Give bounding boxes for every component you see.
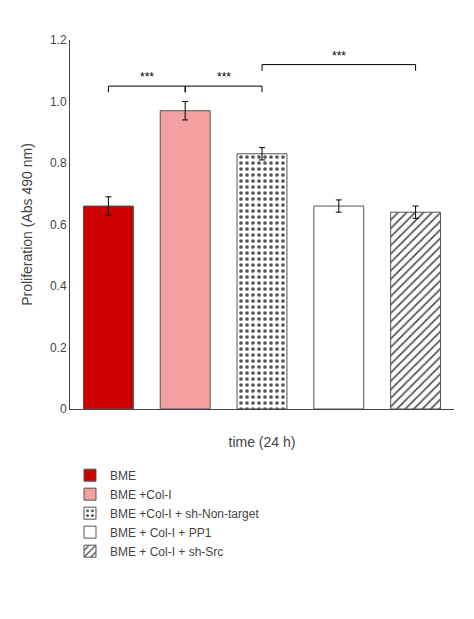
svg-text:***: *** <box>140 70 154 84</box>
svg-text:***: *** <box>217 70 231 84</box>
svg-text:1.0: 1.0 <box>50 95 67 109</box>
svg-text:0.6: 0.6 <box>50 218 67 232</box>
svg-text:1.2: 1.2 <box>50 33 67 47</box>
svg-text:0: 0 <box>60 402 67 416</box>
svg-text:0.8: 0.8 <box>50 156 67 170</box>
svg-text:time (24 h): time (24 h) <box>229 434 296 450</box>
svg-text:0.4: 0.4 <box>50 279 67 293</box>
svg-text:BME + Col-I + sh-Src: BME + Col-I + sh-Src <box>110 545 223 559</box>
svg-text:BME + Col-I + PP1: BME + Col-I + PP1 <box>110 526 212 540</box>
svg-text:Proliferation (Abs 490 nm): Proliferation (Abs 490 nm) <box>19 143 35 306</box>
svg-text:BME +Col-I + sh-Non-target: BME +Col-I + sh-Non-target <box>110 507 259 521</box>
svg-text:***: *** <box>332 49 346 63</box>
svg-text:BME +Col-I: BME +Col-I <box>110 488 172 502</box>
svg-text:0.2: 0.2 <box>50 341 67 355</box>
svg-text:BME: BME <box>110 469 136 483</box>
